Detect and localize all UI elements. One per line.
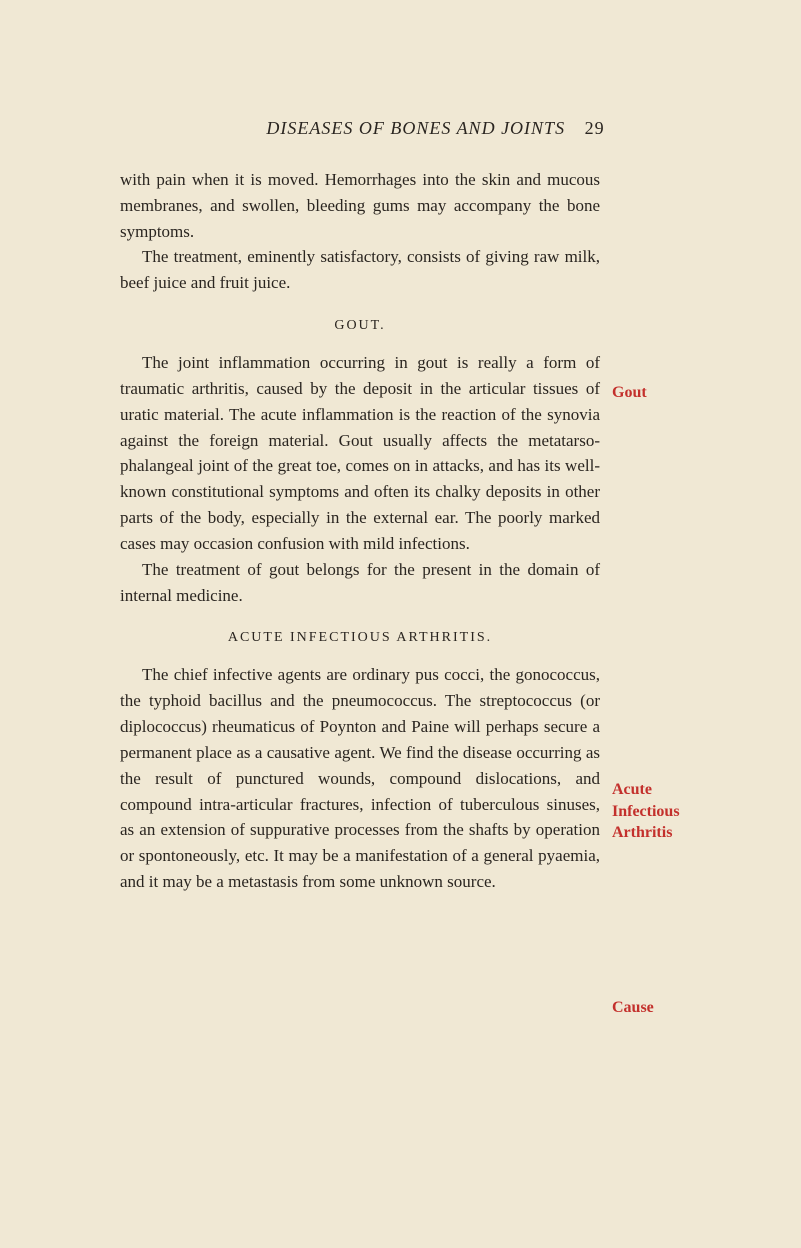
- body-column: with pain when it is moved. Hemorrhages …: [120, 167, 600, 895]
- margin-note-gout: Gout: [612, 382, 647, 404]
- margin-note-cause: Cause: [612, 997, 654, 1019]
- running-head-title: DISEASES OF BONES AND JOINTS: [266, 118, 565, 138]
- margin-note-acute-infectious-arthritis: Acute Infectious Arthritis: [612, 779, 722, 844]
- page-number: 29: [585, 118, 605, 138]
- paragraph: The joint inflammation occurring in gout…: [120, 350, 600, 557]
- section-heading-gout: GOUT.: [120, 318, 600, 334]
- paragraph: The chief infective agents are ordinary …: [120, 662, 600, 894]
- paragraph: with pain when it is moved. Hemorrhages …: [120, 167, 600, 244]
- paragraph: The treatment of gout belongs for the pr…: [120, 557, 600, 609]
- running-head: DISEASES OF BONES AND JOINTS 29: [120, 118, 741, 139]
- section-heading-acute-infectious-arthritis: ACUTE INFECTIOUS ARTHRITIS.: [120, 630, 600, 646]
- paragraph: The treatment, eminently satisfactory, c…: [120, 244, 600, 296]
